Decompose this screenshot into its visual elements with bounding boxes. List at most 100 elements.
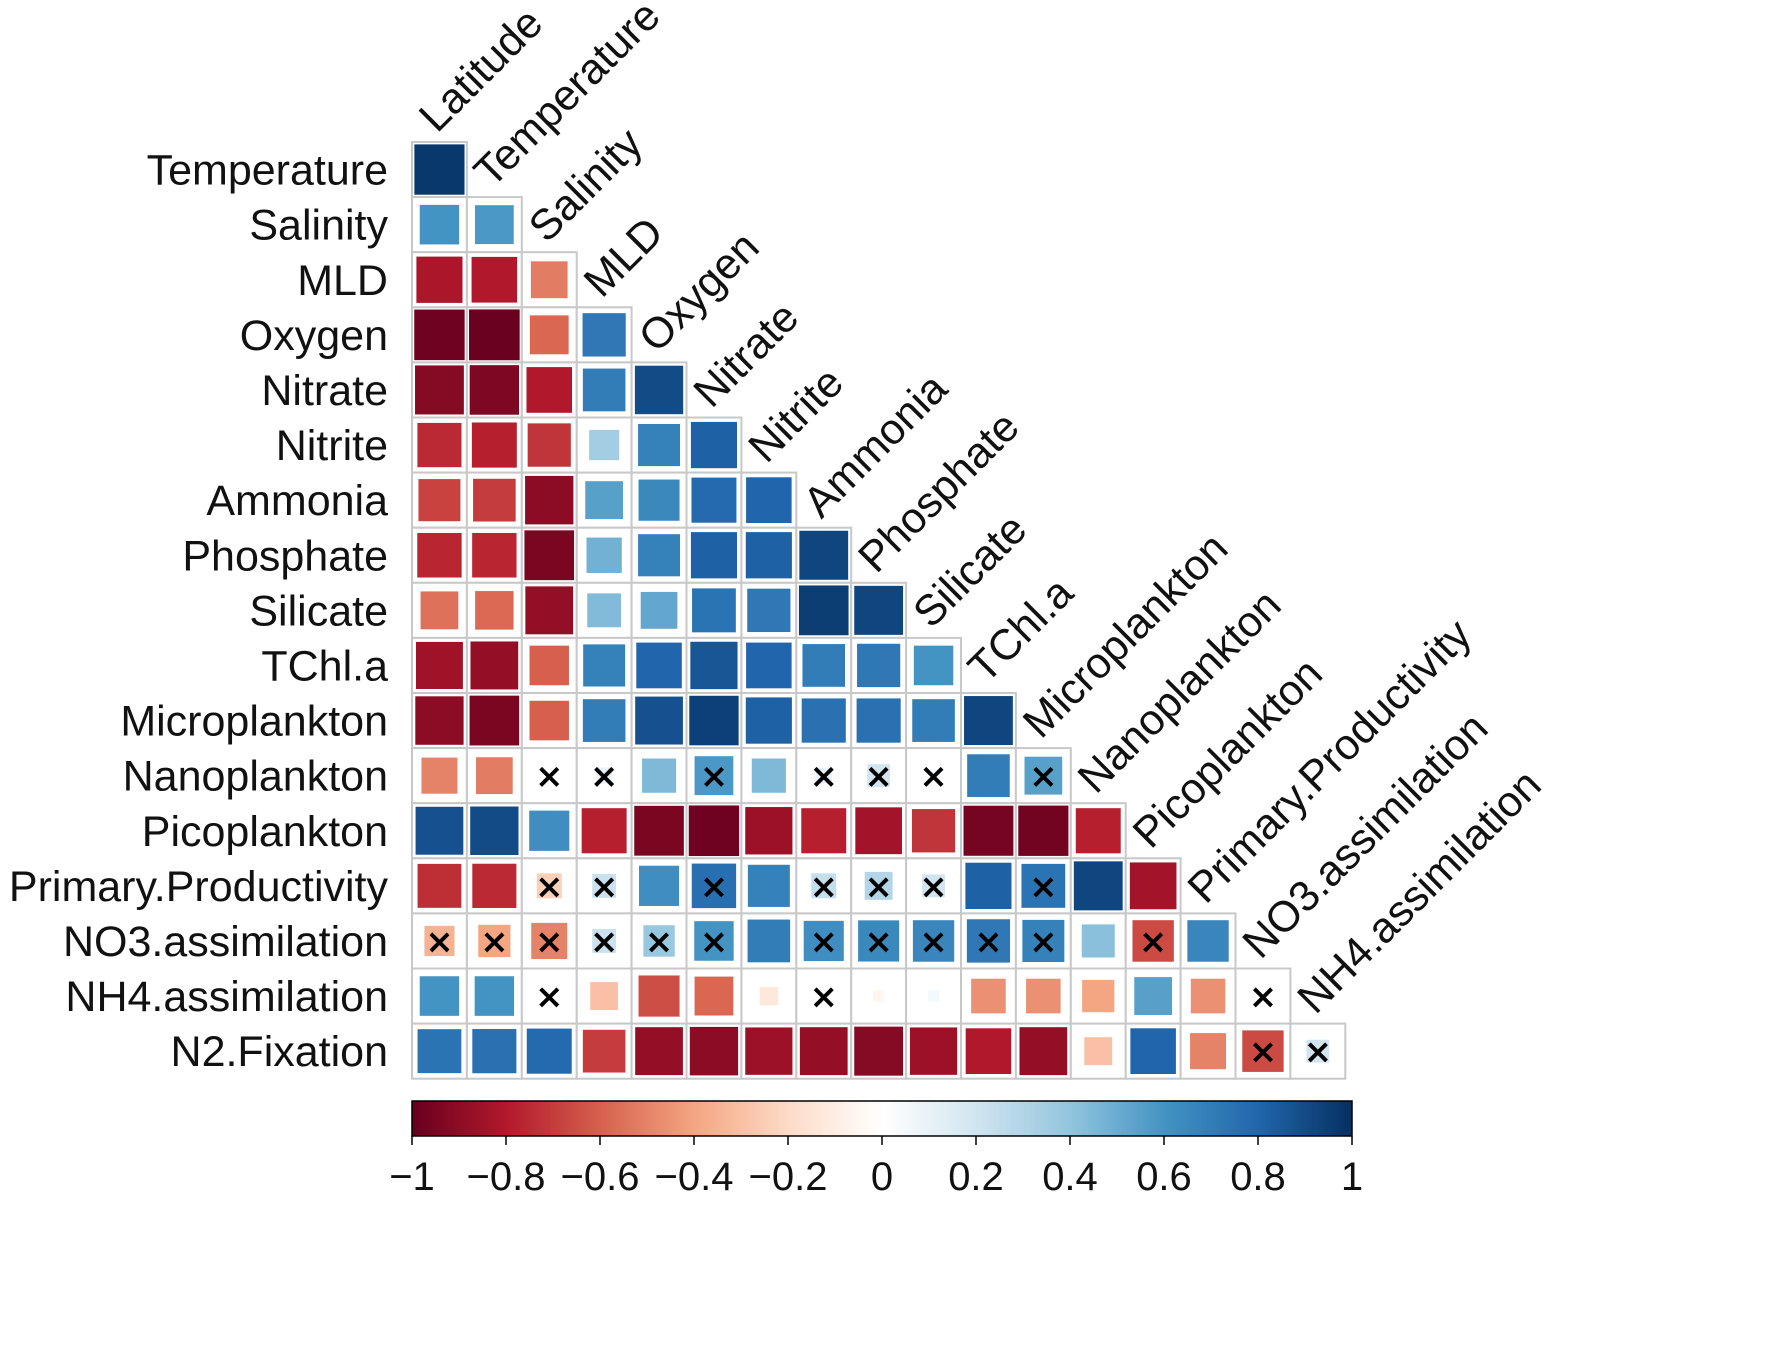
correlation-square xyxy=(801,698,846,743)
heatmap-cell xyxy=(685,692,743,750)
correlation-square xyxy=(912,920,955,962)
heatmap-cell xyxy=(520,416,578,474)
heatmap-cell xyxy=(630,581,688,639)
colorbar-tick-label: −0.6 xyxy=(561,1155,640,1199)
not-significant-marker: × xyxy=(535,977,564,1017)
correlation-square xyxy=(638,975,680,1017)
correlation-square xyxy=(474,205,514,245)
heatmap-cell xyxy=(740,636,798,695)
correlation-square xyxy=(596,767,613,784)
correlation-square xyxy=(1026,978,1061,1014)
heatmap-cell xyxy=(520,581,578,639)
heatmap-cell xyxy=(465,636,523,695)
colorbar-tick-label: 1 xyxy=(1341,1155,1363,1199)
heatmap-cell xyxy=(520,361,578,419)
heatmap-cell xyxy=(520,471,578,529)
correlation-square xyxy=(1075,808,1121,854)
heatmap-cell xyxy=(740,912,798,970)
heatmap-cell: × xyxy=(520,967,578,1025)
correlation-square xyxy=(417,863,462,908)
heatmap-cell xyxy=(740,747,798,805)
correlation-square xyxy=(1082,979,1115,1013)
heatmap-cell xyxy=(905,802,962,860)
correlation-square xyxy=(747,588,791,633)
heatmap-cell: × xyxy=(905,912,962,970)
heatmap-cell xyxy=(960,692,1017,750)
heatmap-cell xyxy=(520,306,578,364)
heatmap-cell: × xyxy=(685,857,743,915)
heatmap-cell xyxy=(465,747,523,805)
heatmap-cell: × xyxy=(520,747,578,805)
heatmap-cell xyxy=(850,1022,908,1080)
correlation-square xyxy=(582,699,626,742)
correlation-square xyxy=(636,642,682,689)
heatmap-cell xyxy=(685,526,743,584)
row-label-oxygen: Oxygen xyxy=(240,312,388,360)
heatmap-cell xyxy=(740,471,798,529)
correlation-square xyxy=(635,1027,683,1076)
correlation-square xyxy=(478,924,511,958)
heatmap-cell: × xyxy=(1234,1022,1292,1080)
correlation-square xyxy=(524,530,575,581)
correlation-square xyxy=(474,976,515,1016)
heatmap-cell xyxy=(630,692,688,750)
row-label-temperature: Temperature xyxy=(147,147,388,195)
heatmap-cell xyxy=(465,967,523,1025)
heatmap-cell xyxy=(465,1022,523,1080)
row-label-salinity: Salinity xyxy=(249,202,388,250)
heatmap-cell xyxy=(575,692,633,750)
correlation-square xyxy=(1081,924,1115,958)
correlation-square xyxy=(1130,1028,1176,1075)
heatmap-cell xyxy=(411,251,468,309)
heatmap-cell xyxy=(850,581,908,639)
heatmap-cell xyxy=(465,692,523,750)
heatmap-cell xyxy=(685,636,743,695)
not-significant-marker: × xyxy=(590,867,619,907)
correlation-square xyxy=(424,925,455,957)
not-significant-marker: × xyxy=(1249,1032,1278,1072)
correlation-square xyxy=(592,928,617,953)
heatmap-cell xyxy=(411,967,468,1025)
correlation-square xyxy=(1132,920,1174,962)
correlation-square xyxy=(472,1029,517,1074)
correlation-square xyxy=(689,1026,739,1076)
heatmap-cell: × xyxy=(1014,857,1072,915)
correlation-square xyxy=(419,976,460,1016)
heatmap-cell xyxy=(575,636,633,695)
column-label-picoplankton: Picoplankton xyxy=(1124,649,1332,857)
correlation-square xyxy=(858,920,900,962)
heatmap-cell xyxy=(411,692,468,750)
correlation-square xyxy=(529,810,570,851)
heatmap-cell xyxy=(1014,967,1072,1025)
heatmap-cell xyxy=(740,526,798,584)
not-significant-marker: × xyxy=(919,757,948,797)
heatmap-cell xyxy=(630,802,688,860)
heatmap-cell xyxy=(1124,1022,1182,1080)
correlation-square xyxy=(922,874,945,898)
correlation-square xyxy=(872,990,885,1002)
heatmap-cell: × xyxy=(1014,747,1072,805)
correlation-square xyxy=(802,644,846,687)
correlation-square xyxy=(691,863,737,909)
correlation-square xyxy=(417,1029,462,1074)
heatmap-cell xyxy=(740,1022,798,1080)
row-label-mld: MLD xyxy=(297,257,388,305)
correlation-square xyxy=(638,479,680,521)
correlation-square xyxy=(525,475,574,525)
correlation-square xyxy=(820,992,828,1000)
heatmap-cell: × xyxy=(685,747,743,805)
heatmap-cells: × × × × × × × × × × × × × × × × × × × × × × × × × × × × × × × xyxy=(411,141,1347,1080)
heatmap-cell xyxy=(905,636,962,695)
heatmap-cell xyxy=(411,196,468,254)
heatmap-cell: × xyxy=(520,912,578,970)
correlation-square xyxy=(747,919,791,963)
correlation-square xyxy=(530,261,568,299)
correlation-square xyxy=(583,644,626,687)
correlation-square xyxy=(1021,863,1066,908)
correlation-square xyxy=(545,772,553,780)
not-significant-marker: × xyxy=(1139,922,1168,962)
correlation-square xyxy=(1073,861,1123,911)
heatmap-cell xyxy=(1179,1022,1237,1080)
heatmap-cell xyxy=(520,251,578,309)
correlation-square xyxy=(965,1028,1012,1075)
